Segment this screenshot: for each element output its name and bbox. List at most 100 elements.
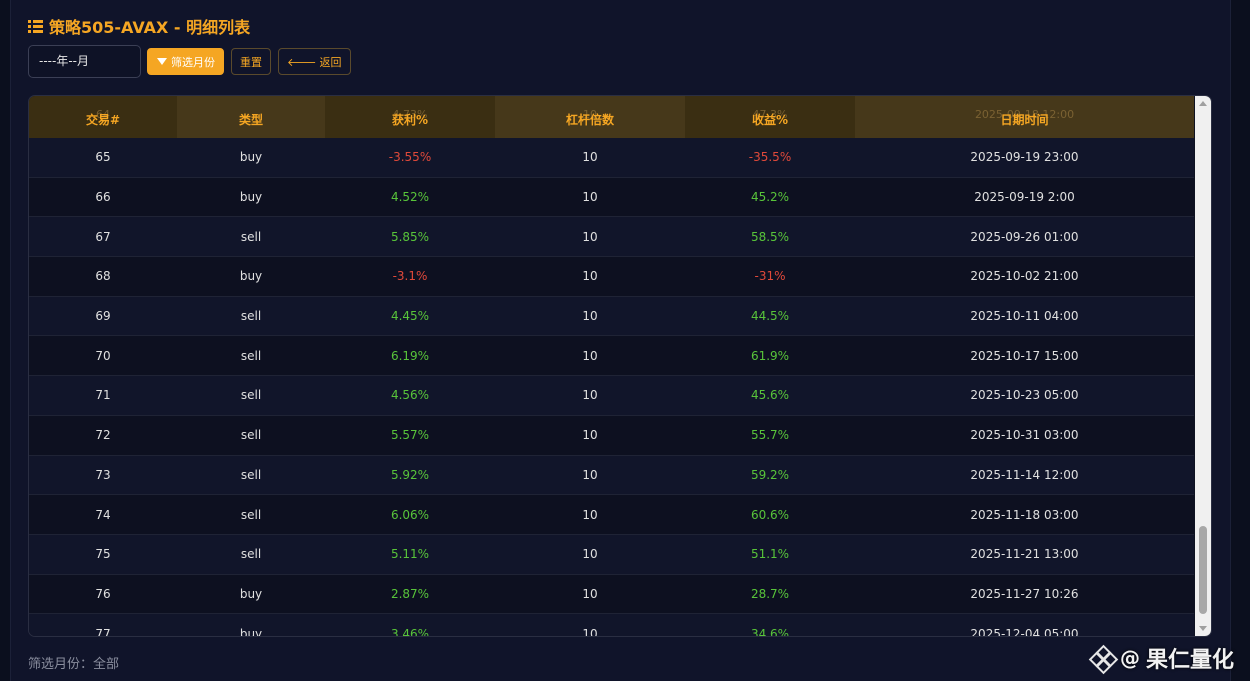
- datetime-cell: 2025-11-27 10:26: [970, 586, 1079, 601]
- table-row[interactable]: 67 sell 5.85% 10 58.5% 2025-09-26 01:00: [29, 217, 1194, 258]
- type-cell: buy: [239, 586, 263, 601]
- leverage-cell: 10: [582, 190, 598, 205]
- type-cell: sell: [240, 388, 262, 403]
- table-row[interactable]: 68 buy -3.1% 10 -31% 2025-10-02 21:00: [29, 257, 1194, 297]
- leverage-cell: 10: [582, 626, 598, 637]
- datetime-cell: 2025-10-11 04:00: [970, 309, 1079, 324]
- leverage-cell: 10: [582, 428, 598, 443]
- profit-cell: 2.87%: [390, 586, 430, 601]
- return-cell: -35.5%: [748, 150, 792, 165]
- page-title-text: 策略505-AVAX - 明细列表: [49, 18, 251, 37]
- filter-icon: [157, 58, 167, 65]
- partial-row-profit: 4.73%: [392, 108, 428, 121]
- partial-row-datetime: 2025-09-18 12:00: [974, 108, 1075, 121]
- type-cell: sell: [240, 229, 262, 244]
- profit-cell: 4.52%: [390, 190, 430, 205]
- partial-row-id: 64: [96, 108, 110, 121]
- filter-month-button[interactable]: 筛选月份: [147, 48, 224, 75]
- watermark-at: @: [1120, 646, 1140, 670]
- column-header-trade-id[interactable]: 64 交易#: [29, 96, 177, 138]
- return-cell: 58.5%: [750, 229, 790, 244]
- table-row[interactable]: 75 sell 5.11% 10 51.1% 2025-11-21 13:00: [29, 534, 1194, 575]
- leverage-cell: 10: [582, 269, 598, 284]
- trade-id-cell: 71: [95, 388, 111, 403]
- page-title: 策略505-AVAX - 明细列表: [28, 14, 250, 38]
- datetime-cell: 2025-10-02 21:00: [970, 269, 1079, 284]
- trade-table[interactable]: 65 buy -3.55% 10 -35.5% 2025-09-19 23:00 66 buy…: [28, 95, 1212, 637]
- reset-button[interactable]: 重置: [231, 48, 271, 75]
- scroll-thumb[interactable]: [1199, 526, 1207, 614]
- table-row[interactable]: 77 buy 3.46% 10 34.6% 2025-12-04 05:00: [29, 614, 1194, 637]
- datetime-cell: 2025-09-19 2:00: [974, 190, 1075, 205]
- profit-cell: 5.11%: [390, 547, 430, 562]
- leverage-cell: 10: [582, 507, 598, 522]
- return-cell: 44.5%: [750, 309, 790, 324]
- datetime-cell: 2025-09-26 01:00: [970, 229, 1079, 244]
- column-header-datetime[interactable]: 2025-09-18 12:00 日期时间: [855, 96, 1194, 138]
- profit-cell: 3.46%: [390, 626, 430, 637]
- column-header-leverage[interactable]: 10 杠杆倍数: [495, 96, 685, 138]
- table-header: 64 交易# 类型 4.73% 获利% 10 杠杆倍数 47.3% 收益% 20…: [29, 96, 1194, 138]
- trade-id-cell: 75: [95, 547, 111, 562]
- brand-logo-icon: [1088, 644, 1119, 675]
- type-cell: sell: [240, 547, 262, 562]
- return-cell: 45.6%: [750, 388, 790, 403]
- leverage-cell: 10: [582, 547, 598, 562]
- column-header-type[interactable]: 类型: [177, 96, 325, 138]
- return-cell: 34.6%: [750, 626, 790, 637]
- leverage-cell: 10: [582, 586, 598, 601]
- datetime-cell: 2025-10-31 03:00: [970, 428, 1079, 443]
- table-row[interactable]: 70 sell 6.19% 10 61.9% 2025-10-17 15:00: [29, 336, 1194, 377]
- filter-status: 筛选月份：全部: [28, 657, 120, 672]
- trade-id-cell: 72: [95, 428, 111, 443]
- leverage-cell: 10: [582, 309, 598, 324]
- datetime-cell: 2025-10-17 15:00: [970, 348, 1079, 363]
- profit-cell: 4.45%: [390, 309, 430, 324]
- type-cell: sell: [240, 309, 262, 324]
- profit-cell: 5.92%: [390, 467, 430, 482]
- month-input[interactable]: ----年--月: [28, 45, 141, 78]
- table-row[interactable]: 71 sell 4.56% 10 45.6% 2025-10-23 05:00: [29, 376, 1194, 416]
- datetime-cell: 2025-12-04 05:00: [970, 626, 1079, 637]
- back-button[interactable]: 🡐 返回: [278, 48, 351, 75]
- profit-cell: 6.06%: [390, 507, 430, 522]
- type-cell: sell: [240, 348, 262, 363]
- table-row[interactable]: 72 sell 5.57% 10 55.7% 2025-10-31 03:00: [29, 415, 1194, 456]
- filter-month-label: 筛选月份: [171, 55, 215, 69]
- return-cell: 28.7%: [750, 586, 790, 601]
- table-row[interactable]: 76 buy 2.87% 10 28.7% 2025-11-27 10:26: [29, 574, 1194, 615]
- profit-cell: -3.55%: [388, 150, 432, 165]
- datetime-cell: 2025-11-21 13:00: [970, 547, 1079, 562]
- type-cell: buy: [239, 269, 263, 284]
- type-cell: sell: [240, 428, 262, 443]
- trade-id-cell: 76: [95, 586, 111, 601]
- trade-id-cell: 65: [95, 150, 111, 165]
- list-icon: [28, 19, 43, 33]
- profit-cell: 4.56%: [390, 388, 430, 403]
- scroll-down-arrow-icon[interactable]: [1199, 626, 1207, 631]
- return-cell: 61.9%: [750, 348, 790, 363]
- table-row[interactable]: 74 sell 6.06% 10 60.6% 2025-11-18 03:00: [29, 495, 1194, 535]
- return-cell: 45.2%: [750, 190, 790, 205]
- partial-row-return: 47.3%: [752, 108, 788, 121]
- leverage-cell: 10: [582, 388, 598, 403]
- leverage-cell: 10: [582, 229, 598, 244]
- table-row[interactable]: 66 buy 4.52% 10 45.2% 2025-09-19 2:00: [29, 177, 1194, 218]
- trade-id-cell: 67: [95, 229, 111, 244]
- type-cell: buy: [239, 190, 263, 205]
- return-cell: 51.1%: [750, 547, 790, 562]
- datetime-cell: 2025-10-23 05:00: [970, 388, 1079, 403]
- vertical-scrollbar[interactable]: [1195, 96, 1211, 636]
- trade-id-cell: 70: [95, 348, 111, 363]
- scroll-up-arrow-icon[interactable]: [1199, 101, 1207, 106]
- table-row[interactable]: 73 sell 5.92% 10 59.2% 2025-11-14 12:00: [29, 455, 1194, 496]
- table-row[interactable]: 69 sell 4.45% 10 44.5% 2025-10-11 04:00: [29, 296, 1194, 337]
- column-header-return[interactable]: 47.3% 收益%: [685, 96, 855, 138]
- table-row[interactable]: 65 buy -3.55% 10 -35.5% 2025-09-19 23:00: [29, 138, 1194, 178]
- trade-id-cell: 68: [95, 269, 111, 284]
- return-cell: -31%: [754, 269, 786, 284]
- trade-id-cell: 69: [95, 309, 111, 324]
- toolbar: ----年--月 筛选月份 重置 🡐 返回: [28, 45, 351, 78]
- type-cell: buy: [239, 150, 263, 165]
- column-header-profit[interactable]: 4.73% 获利%: [325, 96, 495, 138]
